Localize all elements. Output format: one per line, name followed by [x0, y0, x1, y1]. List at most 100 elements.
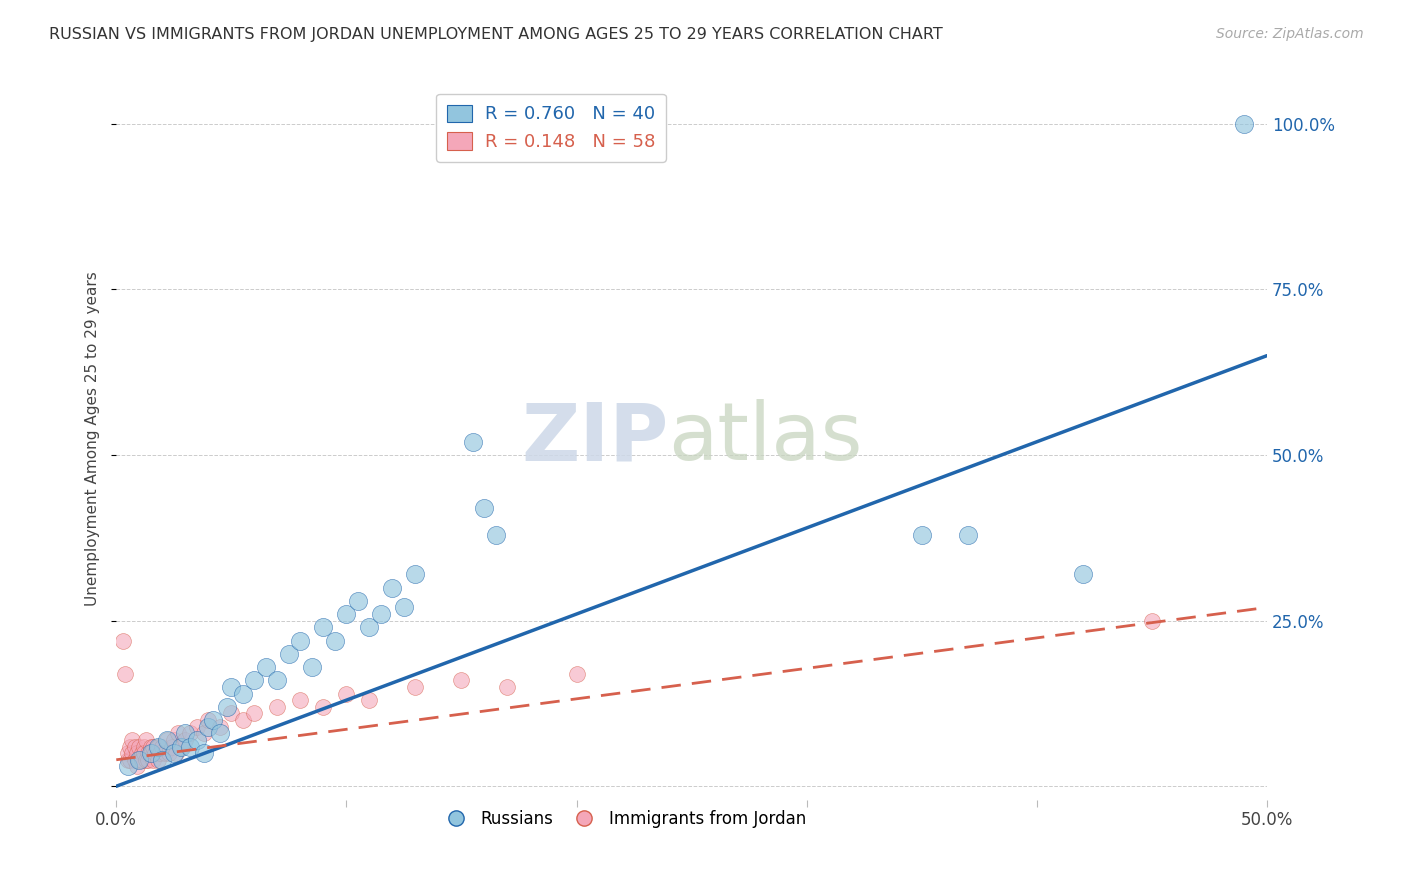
Point [461, 434, 484, 449]
Point [149, 746, 172, 760]
Point [121, 732, 143, 747]
Point [290, 633, 312, 648]
Point [156, 732, 179, 747]
Point [145, 746, 167, 760]
Point [911, 527, 934, 541]
Point [450, 673, 472, 688]
Point [208, 720, 231, 734]
Point [208, 726, 231, 740]
Point [221, 680, 243, 694]
Y-axis label: Unemployment Among Ages 25 to 29 years: Unemployment Among Ages 25 to 29 years [86, 271, 100, 606]
Point [174, 732, 197, 747]
Point [132, 739, 155, 754]
Point [138, 746, 160, 760]
Point [117, 746, 139, 760]
Point [277, 647, 299, 661]
Legend: Russians, Immigrants from Jordan: Russians, Immigrants from Jordan [433, 803, 813, 835]
Point [139, 746, 162, 760]
Point [186, 720, 208, 734]
Point [1071, 567, 1094, 582]
Point [131, 753, 153, 767]
Point [163, 746, 186, 760]
Point [142, 739, 165, 754]
Point [135, 753, 157, 767]
Point [150, 739, 173, 754]
Point [124, 739, 146, 754]
Point [243, 673, 266, 688]
Point [359, 620, 381, 634]
Point [179, 726, 201, 740]
Point [312, 699, 335, 714]
Point [179, 739, 201, 754]
Point [150, 753, 173, 767]
Point [128, 739, 150, 754]
Point [146, 739, 169, 754]
Point [157, 746, 180, 760]
Point [232, 686, 254, 700]
Point [125, 746, 148, 760]
Point [156, 732, 179, 747]
Point [174, 726, 197, 740]
Text: atlas: atlas [669, 400, 863, 477]
Point [215, 699, 238, 714]
Point [197, 720, 219, 734]
Point [167, 726, 190, 740]
Point [128, 753, 150, 767]
Point [335, 686, 357, 700]
Point [170, 739, 193, 754]
Point [163, 732, 186, 747]
Point [132, 746, 155, 760]
Point [120, 739, 142, 754]
Text: ZIP: ZIP [522, 400, 669, 477]
Point [153, 746, 176, 760]
Point [117, 759, 139, 773]
Point [254, 660, 277, 674]
Point [124, 753, 146, 767]
Point [392, 600, 415, 615]
Point [221, 706, 243, 721]
Point [201, 713, 224, 727]
Point [359, 693, 381, 707]
Point [1140, 614, 1163, 628]
Point [170, 739, 193, 754]
Point [128, 753, 150, 767]
Point [290, 693, 312, 707]
Point [232, 713, 254, 727]
Point [112, 633, 135, 648]
Point [117, 753, 139, 767]
Point [474, 501, 496, 516]
Point [146, 753, 169, 767]
Point [266, 699, 288, 714]
Point [135, 732, 157, 747]
Point [323, 633, 346, 648]
Point [193, 746, 215, 760]
Point [243, 706, 266, 721]
Point [956, 527, 979, 541]
Point [165, 746, 187, 760]
Point [138, 753, 160, 767]
Point [121, 746, 143, 760]
Point [485, 527, 508, 541]
Point [142, 753, 165, 767]
Point [120, 753, 142, 767]
Point [114, 666, 136, 681]
Point [1233, 117, 1256, 131]
Point [404, 567, 426, 582]
Point [193, 726, 215, 740]
Point [160, 739, 183, 754]
Point [335, 607, 357, 621]
Point [381, 581, 404, 595]
Point [197, 713, 219, 727]
Point [131, 746, 153, 760]
Point [347, 594, 370, 608]
Point [146, 739, 169, 754]
Point [139, 739, 162, 754]
Point [404, 680, 426, 694]
Text: RUSSIAN VS IMMIGRANTS FROM JORDAN UNEMPLOYMENT AMONG AGES 25 TO 29 YEARS CORRELA: RUSSIAN VS IMMIGRANTS FROM JORDAN UNEMPL… [49, 27, 943, 42]
Point [496, 680, 519, 694]
Point [301, 660, 323, 674]
Point [370, 607, 392, 621]
Point [186, 732, 208, 747]
Point [139, 746, 162, 760]
Point [312, 620, 335, 634]
